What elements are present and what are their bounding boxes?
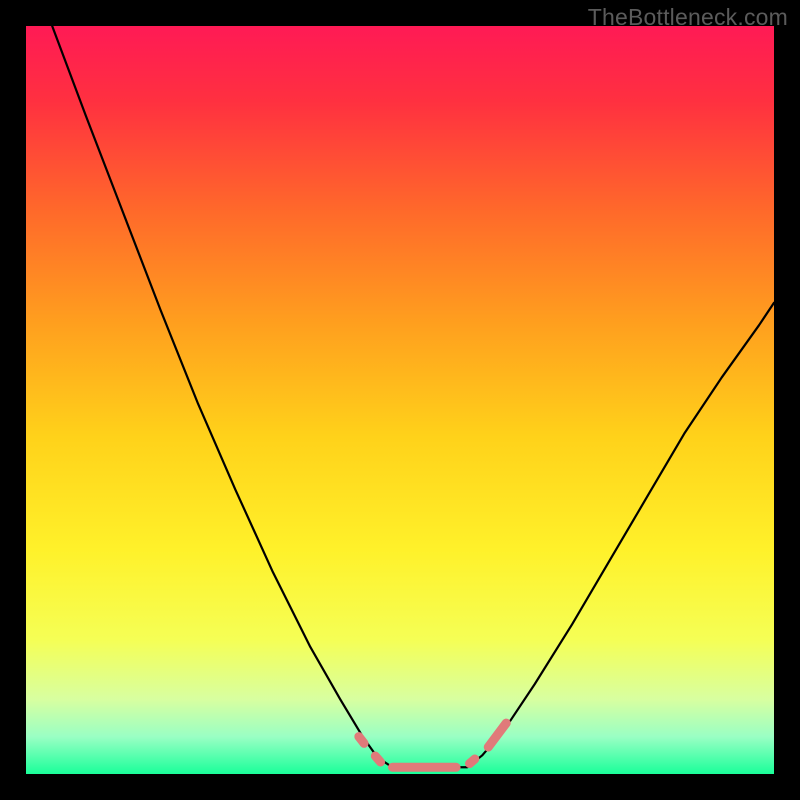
bottleneck-curve-chart — [0, 0, 800, 800]
chart-frame: TheBottleneck.com — [0, 0, 800, 800]
valley-highlight-segment — [470, 759, 475, 763]
source-watermark: TheBottleneck.com — [588, 4, 788, 31]
valley-highlight-segment — [375, 756, 380, 762]
valley-highlight-segment — [359, 737, 364, 744]
gradient-background — [26, 26, 774, 774]
